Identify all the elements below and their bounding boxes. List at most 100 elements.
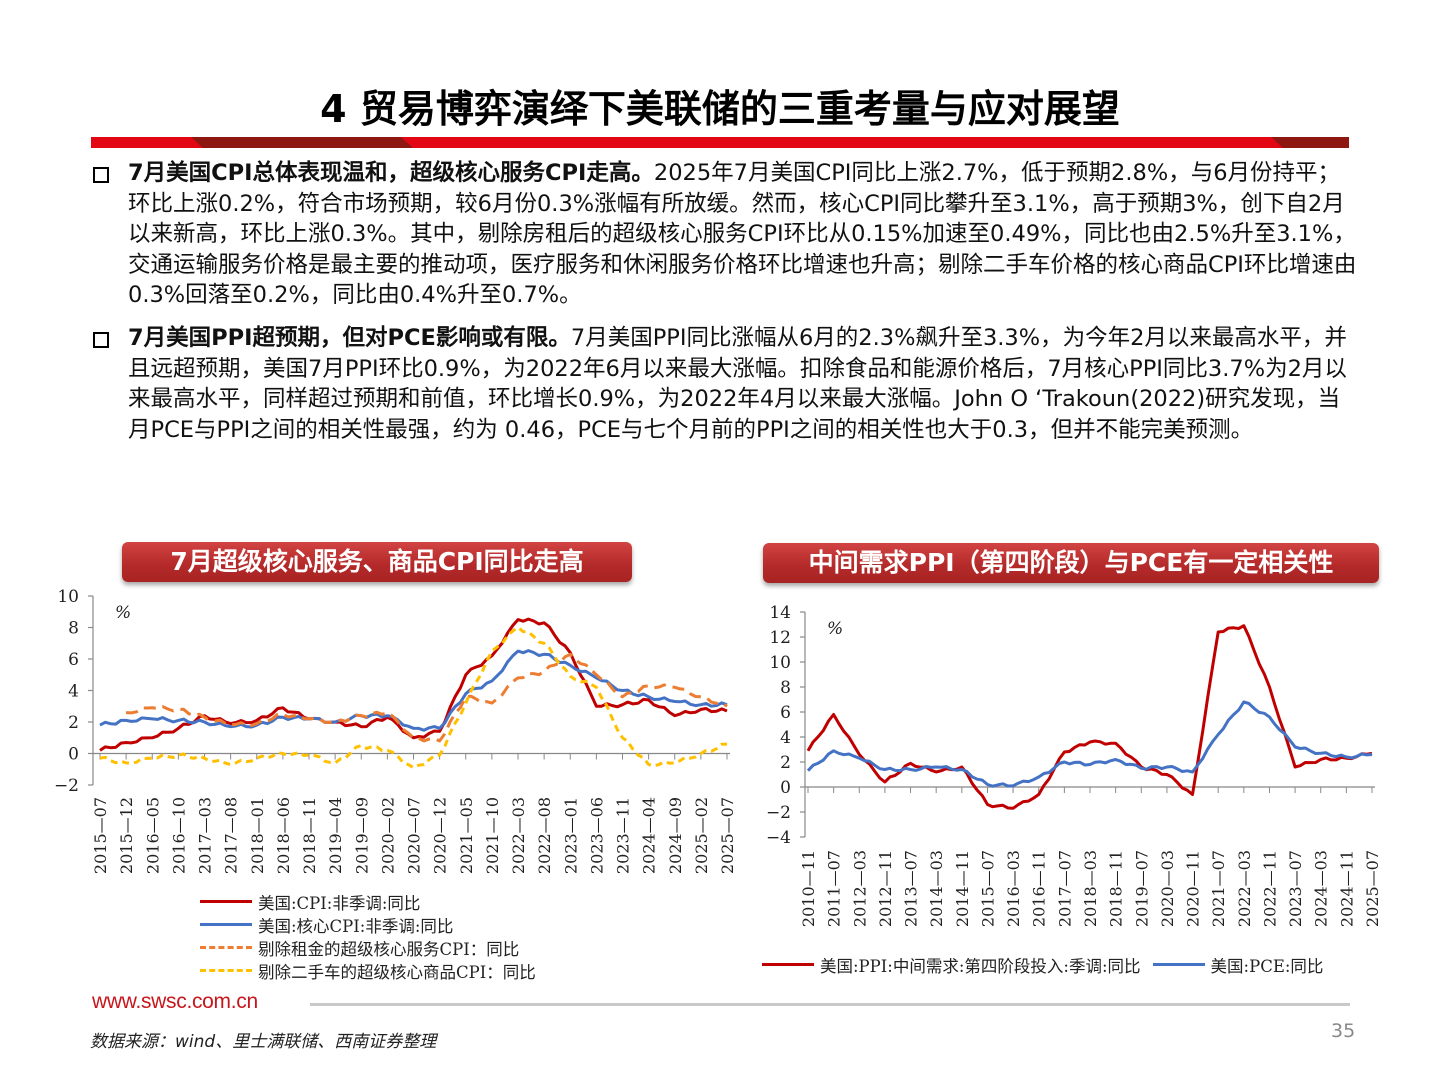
x-tick-label: 2016—11 bbox=[1030, 850, 1049, 927]
x-tick-label: 2018—03 bbox=[1081, 850, 1100, 927]
legend-label: 美国:CPI:非季调:同比 bbox=[258, 893, 421, 913]
legend-label: 美国:核心CPI:非季调:同比 bbox=[258, 916, 454, 936]
x-tick-label: 2015—07 bbox=[978, 850, 997, 927]
x-tick-label: 2015—12 bbox=[117, 797, 136, 874]
x-tick-label: 2023—11 bbox=[614, 797, 633, 874]
bullet-body: 2025年7月美国CPI同比上涨2.7%，低于预期2.8%，与6月份持平；环比上… bbox=[128, 160, 1357, 309]
x-tick-label: 2019—09 bbox=[352, 797, 371, 874]
x-tick-label: 2025—07 bbox=[718, 797, 737, 874]
bullet-heading: 7月美国PPI超预期，但对PCE影响或有限。 bbox=[128, 324, 571, 351]
x-tick-label: 2011—07 bbox=[825, 850, 844, 927]
x-tick-label: 2021—05 bbox=[457, 797, 476, 874]
series-line bbox=[99, 617, 728, 752]
x-tick-label: 2023—07 bbox=[1286, 850, 1305, 927]
y-tick-label: 2 bbox=[68, 713, 79, 733]
y-tick-label: 0 bbox=[780, 778, 791, 798]
bullet-body: 7月美国PPI同比涨幅从6月的2.3%飙升至3.3%，为今年2月以来最高水平，并… bbox=[128, 324, 1347, 443]
legend-item: 剔除二手车的超级核心商品CPI：同比 bbox=[200, 959, 536, 982]
x-tick-label: 2022—03 bbox=[509, 797, 528, 874]
legend-swatch-icon bbox=[200, 946, 252, 949]
y-tick-label: −4 bbox=[766, 828, 791, 848]
x-tick-label: 2021—10 bbox=[483, 797, 502, 874]
legend-item: 美国:CPI:非季调:同比 bbox=[200, 890, 536, 913]
x-tick-label: 2014—03 bbox=[927, 850, 946, 927]
unit-label: % bbox=[115, 603, 131, 623]
x-tick-label: 2020—12 bbox=[431, 797, 450, 874]
ppi-pce-line-chart: −4 −2 0 2 4 6 8 10 12 14% 2010—11 2011—07 2012—03 201… bbox=[766, 603, 1382, 927]
x-tick-label: 2020—07 bbox=[405, 797, 424, 874]
legend-label: 剔除租金的超级核心服务CPI：同比 bbox=[258, 939, 520, 959]
x-tick-label: 2024—03 bbox=[1312, 850, 1331, 927]
x-tick-label: 2017—08 bbox=[222, 797, 241, 874]
series-line bbox=[806, 624, 1373, 810]
square-bullet-icon bbox=[93, 167, 109, 183]
y-tick-label: −2 bbox=[54, 776, 79, 796]
x-tick-label: 2025—02 bbox=[692, 797, 711, 874]
y-tick-label: 8 bbox=[780, 678, 791, 698]
legend-label: 美国:PPI:中间需求:第四阶段投入:季调:同比 bbox=[820, 956, 1141, 976]
y-tick-label: 2 bbox=[780, 753, 791, 773]
x-tick-label: 2013—07 bbox=[902, 850, 921, 927]
x-tick-label: 2022—08 bbox=[535, 797, 554, 874]
y-tick-label: −2 bbox=[766, 803, 791, 823]
title-divider-bar bbox=[91, 137, 1349, 148]
x-tick-label: 2024—09 bbox=[666, 797, 685, 874]
series-line bbox=[99, 626, 728, 770]
x-tick-label: 2018—11 bbox=[300, 797, 319, 874]
left-chart-title-badge: 7月超级核心服务、商品CPI同比走高 bbox=[122, 542, 632, 582]
y-tick-label: 14 bbox=[769, 603, 791, 623]
x-tick-label: 2019—04 bbox=[326, 797, 345, 874]
series-line bbox=[126, 652, 728, 743]
bullet-ppi: 7月美国PPI超预期，但对PCE影响或有限。7月美国PPI同比涨幅从6月的2.3… bbox=[90, 323, 1360, 445]
series-line bbox=[806, 700, 1373, 788]
x-tick-label: 2024—11 bbox=[1337, 850, 1356, 927]
series-line bbox=[99, 649, 728, 732]
legend-label: 美国:PCE:同比 bbox=[1210, 956, 1324, 976]
legend-item: 美国:核心CPI:非季调:同比 bbox=[200, 913, 536, 936]
x-tick-label: 2017—07 bbox=[1055, 850, 1074, 927]
y-tick-label: 6 bbox=[780, 703, 791, 723]
x-tick-label: 2018—01 bbox=[248, 797, 267, 874]
y-tick-label: 12 bbox=[769, 628, 791, 648]
y-tick-label: 4 bbox=[68, 682, 79, 702]
x-tick-label: 2022—11 bbox=[1260, 850, 1279, 927]
x-tick-label: 2016—05 bbox=[143, 797, 162, 874]
footer-website: www.swsc.com.cn bbox=[92, 990, 258, 1013]
y-tick-label: 4 bbox=[780, 728, 791, 748]
x-tick-label: 2018—11 bbox=[1107, 850, 1126, 927]
footer-divider bbox=[310, 1003, 1350, 1006]
x-tick-label: 2012—03 bbox=[850, 850, 869, 927]
legend-swatch-icon bbox=[200, 923, 252, 926]
legend-swatch-icon bbox=[1152, 963, 1205, 966]
x-tick-label: 2020—02 bbox=[378, 797, 397, 874]
right-chart-title-badge: 中间需求PPI（第四阶段）与PCE有一定相关性 bbox=[763, 543, 1379, 583]
y-tick-label: 8 bbox=[68, 619, 79, 639]
square-bullet-icon bbox=[93, 331, 109, 348]
y-tick-label: 6 bbox=[68, 650, 79, 670]
y-tick-label: 0 bbox=[68, 745, 79, 765]
x-tick-label: 2016—03 bbox=[1004, 850, 1023, 927]
x-tick-label: 2012—11 bbox=[876, 850, 895, 927]
x-tick-label: 2017—03 bbox=[196, 797, 215, 874]
x-tick-label: 2024—04 bbox=[640, 797, 659, 874]
unit-label: % bbox=[827, 619, 843, 639]
x-tick-label: 2015—07 bbox=[91, 797, 110, 874]
bullet-heading: 7月美国CPI总体表现温和，超级核心服务CPI走高。 bbox=[128, 160, 654, 186]
x-tick-label: 2020—11 bbox=[1184, 850, 1203, 927]
x-tick-label: 2014—11 bbox=[953, 850, 972, 927]
ppi-pce-chart-legend: 美国:PPI:中间需求:第四阶段投入:季调:同比 美国:PCE:同比 bbox=[762, 953, 1323, 976]
page-number: 35 bbox=[1331, 1020, 1356, 1042]
x-tick-label: 2023—01 bbox=[561, 797, 580, 874]
bullet-cpi: 7月美国CPI总体表现温和，超级核心服务CPI走高。2025年7月美国CPI同比… bbox=[90, 158, 1360, 311]
x-tick-label: 2021—07 bbox=[1209, 850, 1228, 927]
y-tick-label: 10 bbox=[769, 653, 791, 673]
legend-label: 剔除二手车的超级核心商品CPI：同比 bbox=[258, 962, 536, 982]
legend-swatch-icon bbox=[200, 900, 252, 903]
x-tick-label: 2022—03 bbox=[1235, 850, 1254, 927]
x-tick-label: 2020—03 bbox=[1158, 850, 1177, 927]
x-tick-label: 2016—10 bbox=[169, 797, 188, 874]
slide-title: 4 贸易博弈演绎下美联储的三重考量与应对展望 bbox=[320, 87, 1120, 131]
x-tick-label: 2025—07 bbox=[1363, 850, 1382, 927]
cpi-chart-legend: 美国:CPI:非季调:同比美国:核心CPI:非季调:同比剔除租金的超级核心服务C… bbox=[200, 890, 536, 982]
legend-item: 剔除租金的超级核心服务CPI：同比 bbox=[200, 936, 536, 959]
